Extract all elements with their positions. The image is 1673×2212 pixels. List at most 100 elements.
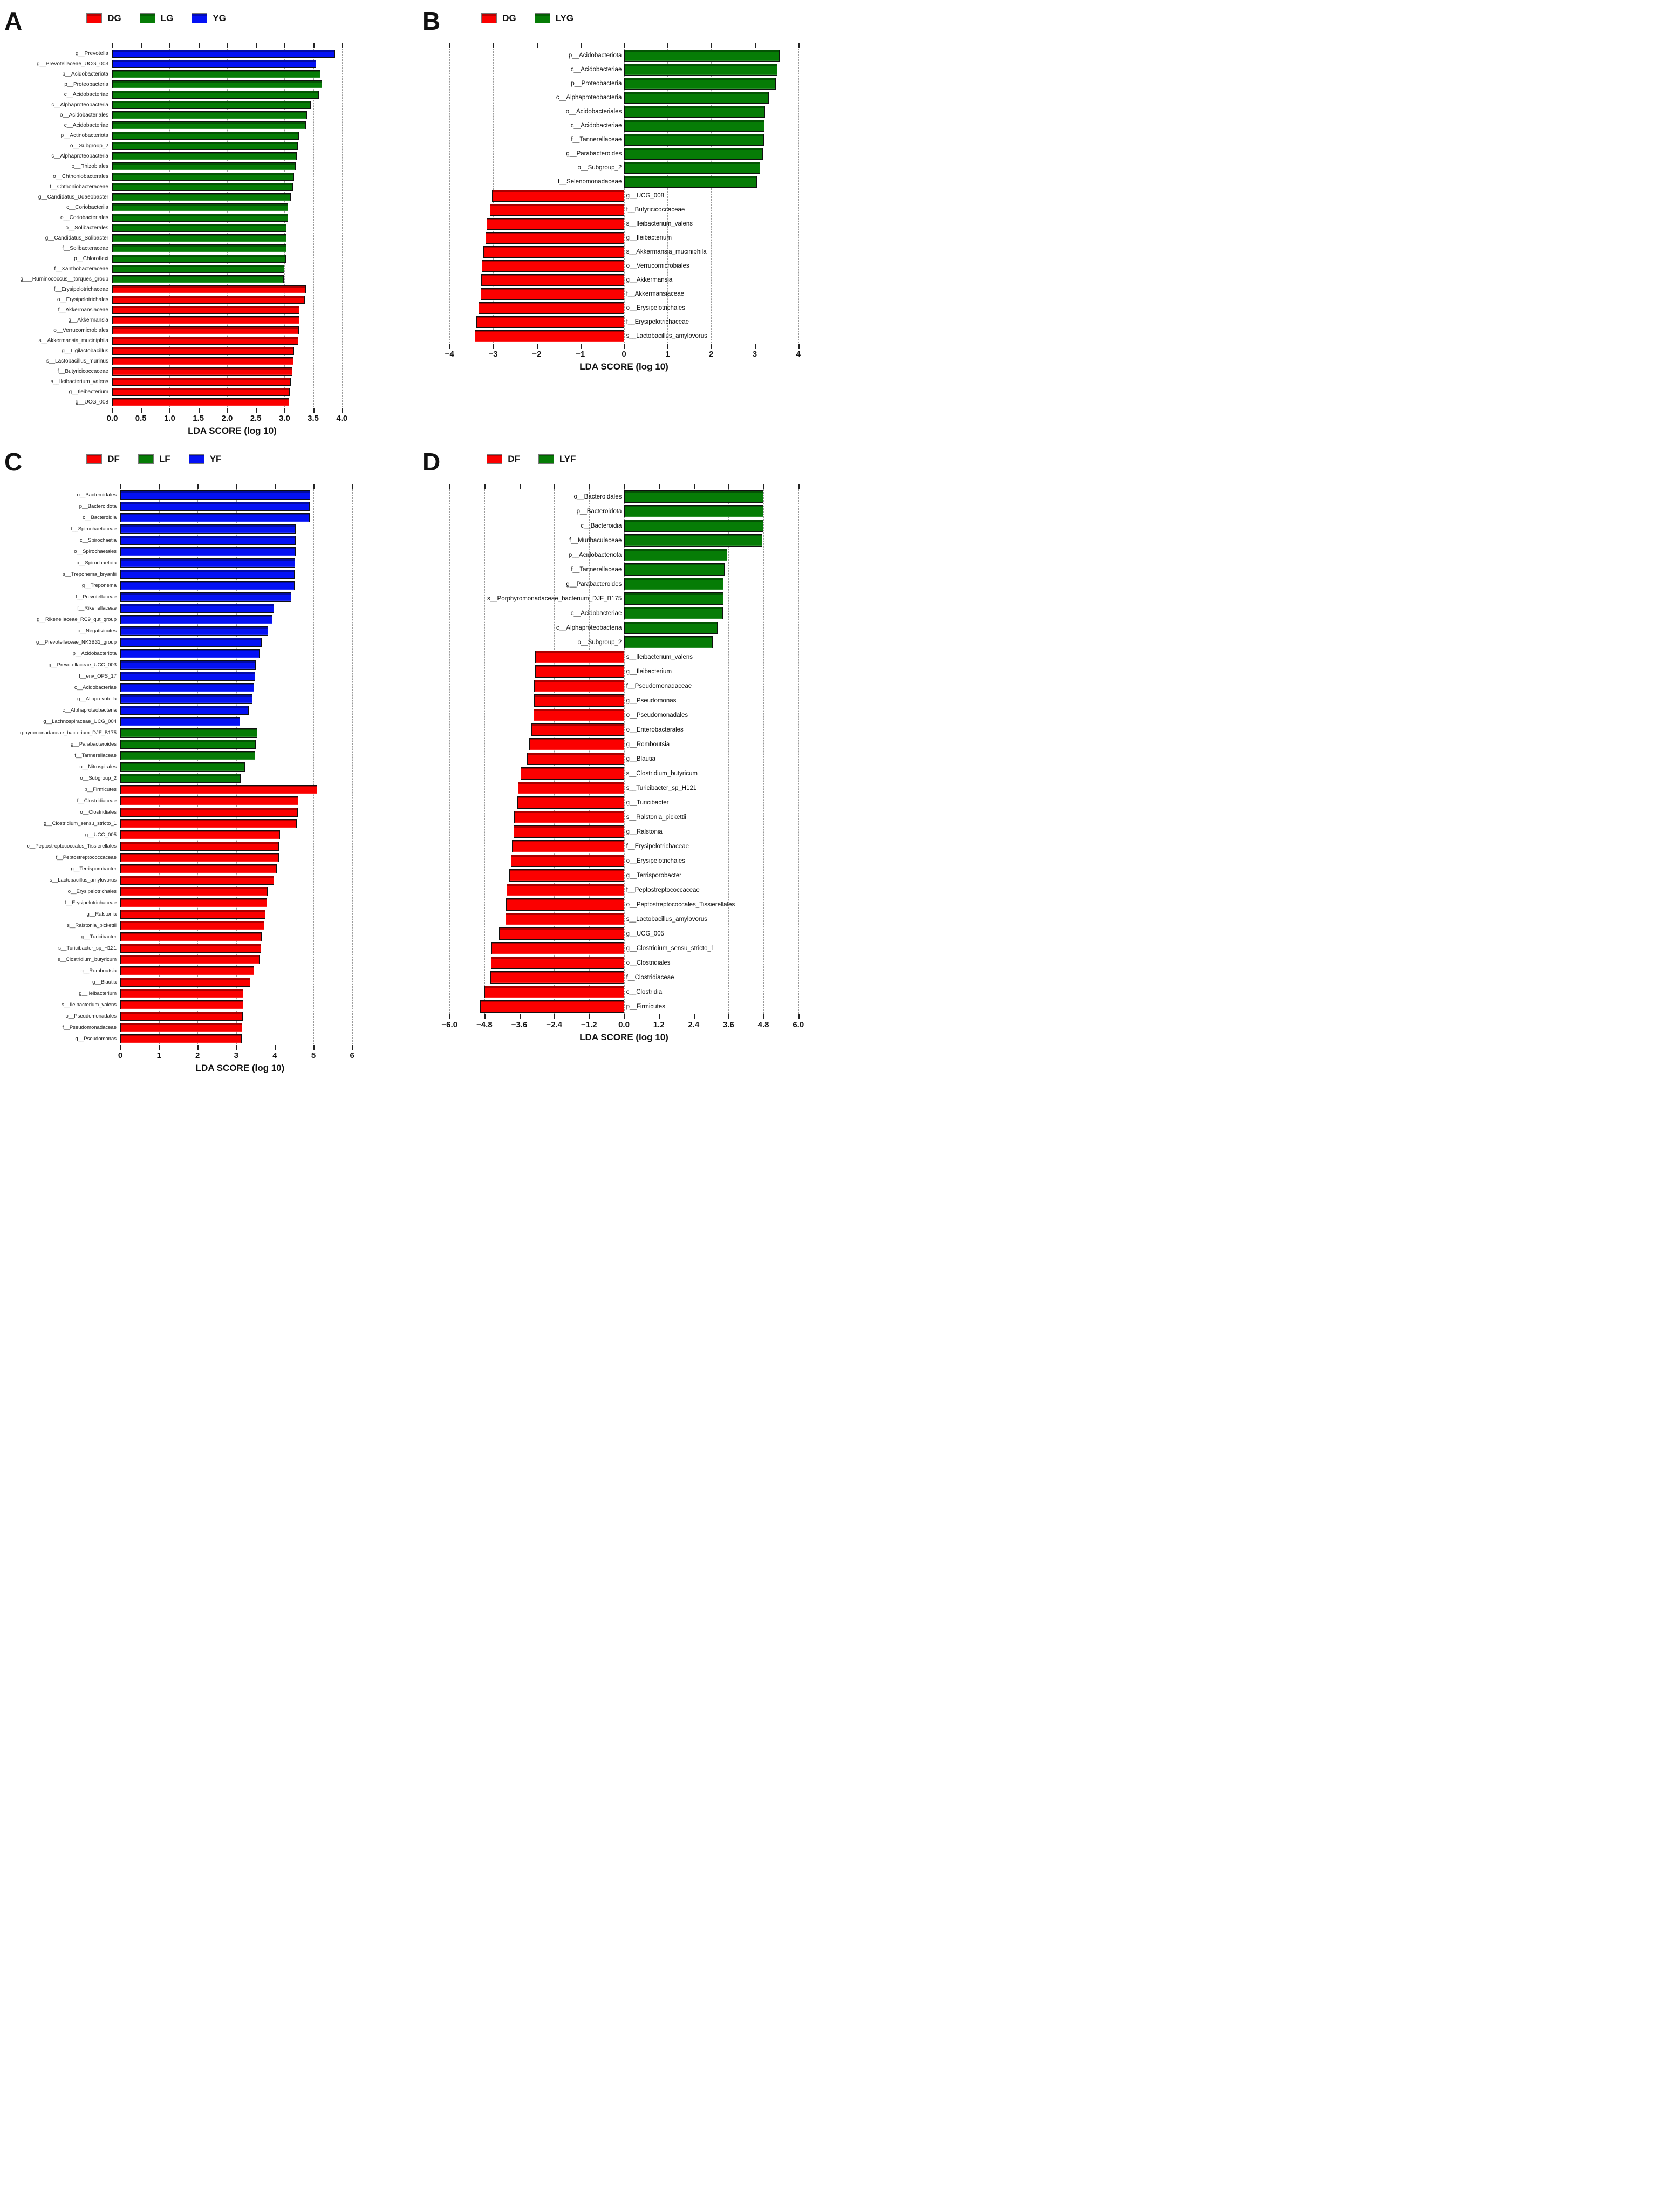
legend-item-DF: DF xyxy=(86,454,120,465)
bar-label: c__Acidobacteriae xyxy=(64,122,108,128)
bar-label: f__Akkermansiaceae xyxy=(626,291,685,297)
bar-row: f__Erysipelotrichaceae xyxy=(436,839,811,854)
bar-row: f__Prevotellaceae xyxy=(4,591,360,603)
bar-g__UCG_005 xyxy=(499,927,624,940)
bar-row: g__Terrisporobacter xyxy=(4,863,360,875)
bar-row: s__Lactobacillus_amylovorus xyxy=(436,912,811,926)
bar-row: s__Treponema_bryantii xyxy=(4,569,360,580)
axis-tick xyxy=(141,43,142,48)
axis-tick xyxy=(484,484,486,489)
bar-o__Bacteroidales xyxy=(624,490,764,503)
bar-row: f__Erysipelotrichaceae xyxy=(4,897,360,909)
bar-row: g__UCG_008 xyxy=(4,397,352,407)
axis-tick xyxy=(275,1045,276,1050)
tick-label: 6 xyxy=(350,1051,354,1060)
bar-c__Alphaproteobacteria xyxy=(624,92,769,104)
bar-track xyxy=(112,172,352,182)
gridline xyxy=(484,489,485,1014)
bar-c__Spirochaetia xyxy=(120,536,296,545)
bar-label: g__Turicibacter xyxy=(81,934,117,940)
axis-tick xyxy=(624,344,625,349)
bar-g__Terrisporobacter xyxy=(509,869,624,882)
tick-label: 1.2 xyxy=(653,1020,665,1029)
bar-row: o__Subgroup_2 xyxy=(436,161,811,175)
bar-row: g__Ileibacterium xyxy=(4,387,352,397)
bar-label: g__Ileibacterium xyxy=(626,235,672,241)
panel-B-header: B DG LYG xyxy=(422,8,834,41)
bar-label: p__Firmicutes xyxy=(626,1003,665,1010)
bar-s__Ileibacterium_valens xyxy=(112,378,291,386)
bar-label: g__Clostridium_sensu_stricto_1 xyxy=(43,821,117,827)
axis-tick xyxy=(693,1014,695,1019)
axis-tick xyxy=(159,1045,160,1050)
bar-track xyxy=(112,100,352,110)
legend-item-DG: DG xyxy=(86,13,121,24)
bar-f__Prevotellaceae xyxy=(120,592,292,602)
legend-label: DG xyxy=(107,13,121,23)
bar-p__Proteobacteria xyxy=(112,80,322,88)
bar-c__Acidobacteriae xyxy=(624,64,777,76)
bar-track xyxy=(120,535,360,546)
bar-o__Clostridiales xyxy=(120,808,298,817)
gridline xyxy=(763,489,764,1014)
tick-label: −3.6 xyxy=(511,1020,528,1029)
bar-label: g__Romboutsia xyxy=(626,741,670,748)
bar-row: s__Lactobacillus_amylovorus xyxy=(436,329,811,343)
bar-label: g__Akkermansia xyxy=(68,317,108,323)
axis-tick xyxy=(236,484,237,489)
bar-row: o__Acidobacteriales xyxy=(436,105,811,119)
bar-row: f__Butyricicoccaceae xyxy=(4,366,352,377)
bar-row: o__Spirochaetales xyxy=(4,546,360,557)
bar-label: s__Ralstonia_pickettii xyxy=(67,923,117,929)
bar-g__UCG_008 xyxy=(112,398,289,406)
x-ticks: −4 −3 −2 −1 0 1 2 3 4 xyxy=(436,343,811,361)
bar-label: g__UCG_005 xyxy=(626,930,664,937)
bar-label: g__Akkermansia xyxy=(626,277,673,283)
bar-label: g__Pseudomonas xyxy=(626,697,677,704)
bar-label: g__Romboutsia xyxy=(80,968,117,974)
bar-row: g__Ileibacterium xyxy=(436,664,811,679)
bar-label: o__Acidobacteriales xyxy=(565,108,622,115)
bar-g__Alloprevotella xyxy=(120,694,252,704)
bar-o__Subgroup_2 xyxy=(120,774,241,783)
axis-tick xyxy=(313,408,315,413)
x-axis-label: LDA SCORE (log 10) xyxy=(579,1032,668,1042)
bar-row: f__Erysipelotrichaceae xyxy=(436,315,811,329)
bar-label: g__Ileibacterium xyxy=(79,991,117,996)
legend-swatch-DF xyxy=(86,454,103,464)
bar-track xyxy=(120,965,360,977)
axis-tick xyxy=(449,344,451,349)
bar-row: c__Clostridia xyxy=(436,985,811,999)
bar-track xyxy=(120,761,360,773)
axis-tick xyxy=(589,484,590,489)
bar-row: c__Spirochaetia xyxy=(4,535,360,546)
bar-label: o__Subgroup_2 xyxy=(577,165,622,171)
bar-s__Ileibacterium_valens xyxy=(120,1000,243,1009)
bar-row: s__Clostridium_butyricum xyxy=(436,766,811,781)
gridline xyxy=(449,489,450,1014)
tick-label: 0 xyxy=(622,350,626,359)
bar-f__Muribaculaceae xyxy=(624,534,762,547)
bar-track xyxy=(120,739,360,750)
bar-c__Acidobacteriae xyxy=(112,91,319,99)
bar-row: o__Verrucomicrobiales xyxy=(436,259,811,273)
bar-track xyxy=(120,818,360,829)
bar-row: o__Pseudomonadales xyxy=(4,1011,360,1022)
bar-o__Erysipelotrichales xyxy=(112,296,305,304)
bar-o__Enterobacterales xyxy=(531,723,624,736)
axis-tick xyxy=(159,484,160,489)
bar-g__Parabacteroides xyxy=(624,148,763,160)
bar-o__Nitrospirales xyxy=(120,762,245,772)
bar-track xyxy=(120,671,360,682)
bar-label: f__Erysipelotrichaceae xyxy=(53,286,108,292)
bar-row: s__Ileibacterium_valens xyxy=(436,217,811,231)
bar-label: f__Rikenellaceae xyxy=(77,605,117,611)
bar-s__Ralstonia_pickettii xyxy=(514,811,624,823)
bar-label: g___Ruminococcus__torques_group xyxy=(20,276,108,282)
bar-label: f__Solibacteraceae xyxy=(62,245,108,251)
bar-g__Prevotellaceae_NK3B31_group xyxy=(120,638,262,647)
x-axis: −4 −3 −2 −1 0 1 2 3 4 LDA SCORE (log 10) xyxy=(436,343,811,376)
bar-label: g__Lachnospiraceae_UCG_004 xyxy=(43,719,117,725)
bar-row: p__Acidobacteriota xyxy=(4,69,352,79)
bar-p__Chloroflexi xyxy=(112,255,286,263)
